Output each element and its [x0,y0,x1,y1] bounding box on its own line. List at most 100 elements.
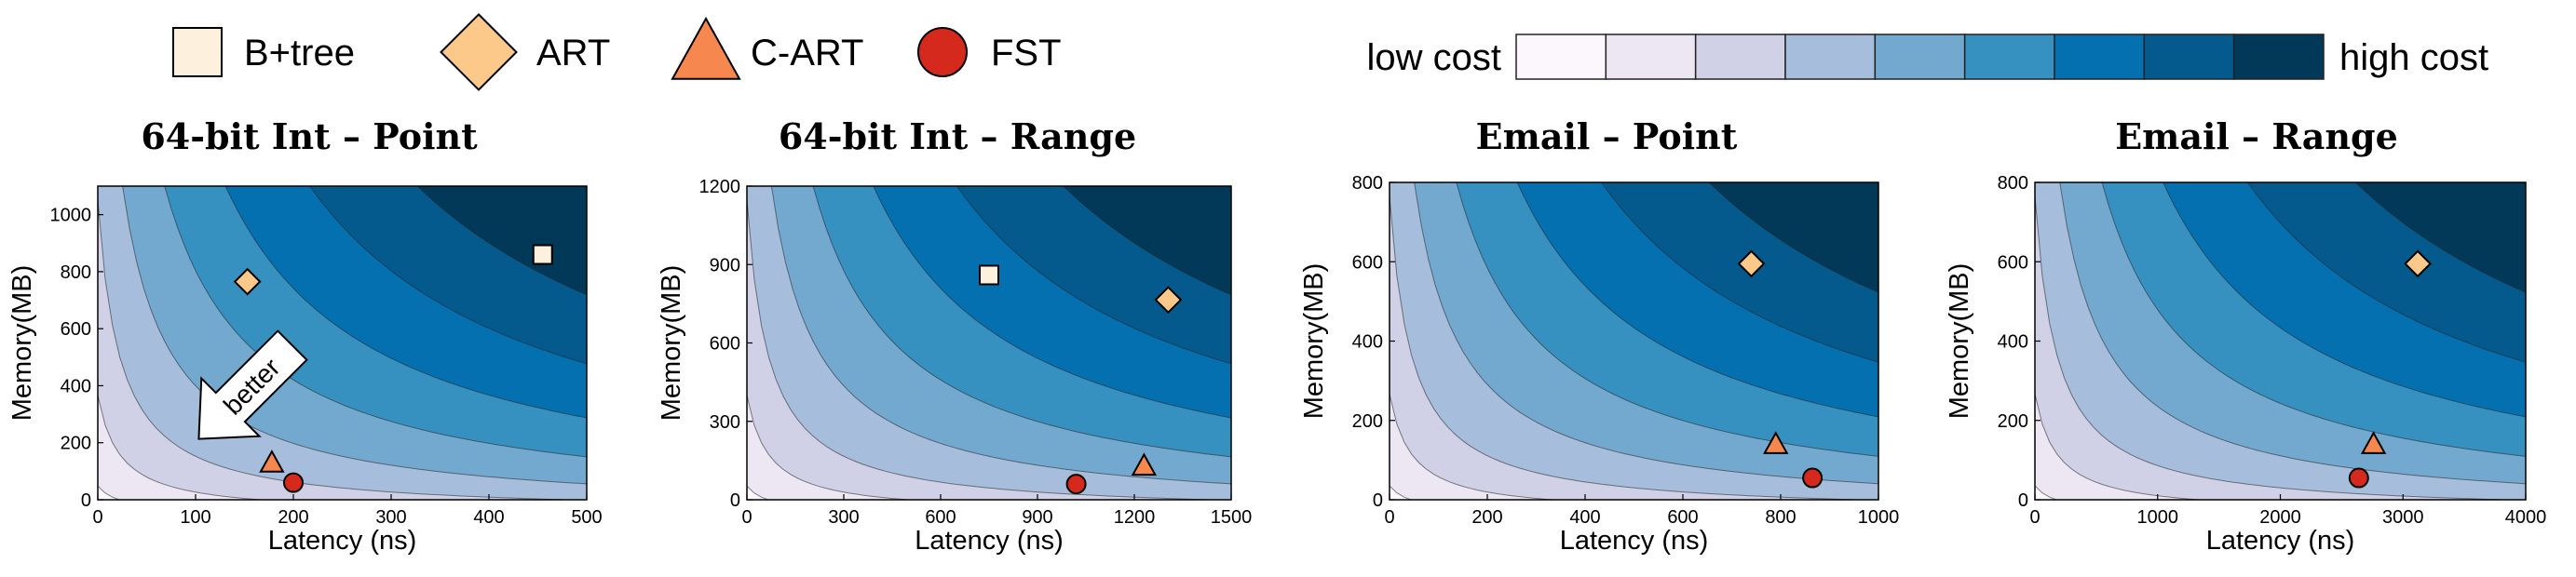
panel-title: Email – Range [2115,115,2398,157]
cost-contour [2035,182,2526,500]
cost-contour-band [1708,182,1878,293]
point-b-tree [532,244,553,265]
panel-email-range: 0 1000 2000 3000 4000 0 200 400 600 800 Latency (n… [1945,115,2547,556]
x-axis-label: Latency (ns) [268,526,417,556]
y-tick-label: 600 [61,319,91,340]
legend-item-art: ART [440,13,610,91]
y-axis-label: Memory(MB) [1299,263,1329,420]
y-axis-label: Memory(MB) [657,265,686,422]
y-tick-label: 400 [1998,332,2028,353]
x-tick-label: 300 [375,507,406,528]
point-fst [1802,467,1824,489]
point-fst [2348,467,2369,489]
colorbar-swatch [2054,34,2146,80]
colorbar-low-label: low cost [1367,37,1502,78]
x-tick-label: 500 [571,507,602,528]
colorbar-swatch [1605,34,1697,80]
c-art-legend-marker [671,16,741,80]
colorbar-swatch [2232,34,2325,80]
y-tick-label: 300 [710,412,740,433]
panel-64-bit-int-range: 0 300 600 900 1200 1500 0 300 600 900 1200 Latency … [657,115,1252,556]
point-c-art [1763,431,1789,454]
colorbar-high-label: high cost [2339,37,2488,78]
fst-legend-marker [917,27,968,77]
colorbar-swatch [1515,34,1607,80]
point-art [2404,249,2432,278]
y-tick-label: 400 [61,376,91,396]
cost-contour-band [416,186,587,296]
colorbar-swatch [1694,34,1786,80]
point-b-tree [979,264,999,286]
y-tick-label: 200 [61,434,91,454]
y-tick-label: 0 [730,490,740,511]
y-tick-label: 400 [1352,332,1383,353]
x-tick-label: 0 [1384,507,1394,528]
y-tick-label: 200 [1352,411,1383,432]
point-c-art [2360,431,2387,454]
x-tick-label: 200 [278,507,308,528]
cost-contour-band [2354,182,2526,293]
legend-label-b-tree: B+tree [244,33,355,74]
legend-item-c-art: C-ART [671,16,863,80]
y-tick-label: 800 [1352,173,1383,194]
x-tick-label: 1200 [1114,507,1156,528]
x-tick-label: 1000 [1858,507,1900,528]
legend-label-c-art: C-ART [751,33,863,74]
cost-colorbar-legend: low cost high cost [1367,34,2488,80]
y-tick-label: 600 [710,334,740,355]
point-art [1737,249,1766,278]
colorbar-swatch [1874,34,1966,80]
y-tick-label: 600 [1998,252,2028,273]
y-tick-label: 800 [1998,173,2028,194]
chart-panels: 0 100 200 300 400 500 0 200 400 600 800 1000 Latency… [7,115,2547,556]
panel-title: Email – Point [1476,115,1738,157]
x-tick-label: 0 [92,507,102,528]
y-tick-label: 600 [1352,252,1383,273]
y-tick-label: 0 [81,490,91,511]
x-tick-label: 0 [2029,507,2040,528]
legend-item-b-tree: B+tree [172,27,355,77]
point-c-art [1131,452,1158,476]
x-tick-label: 800 [1765,507,1796,528]
x-tick-label: 900 [1022,507,1052,528]
x-tick-label: 300 [828,507,859,528]
y-tick-label: 200 [1998,411,2028,432]
point-fst [1065,474,1087,495]
legend-item-fst: FST [917,27,1062,77]
y-tick-label: 0 [2018,490,2028,511]
point-art [233,267,262,296]
art-legend-marker [440,13,518,91]
y-tick-label: 1000 [50,206,92,226]
panel-title: 64-bit Int – Point [141,115,478,157]
x-tick-label: 100 [180,507,210,528]
x-tick-label: 200 [1471,507,1502,528]
marker-legend: B+tree ART C-ART FST [172,13,1062,91]
plot-frame [97,185,588,501]
cost-contour-band [1063,186,1231,296]
x-tick-label: 1000 [2137,507,2179,528]
x-tick-label: 3000 [2382,507,2424,528]
x-axis-label: Latency (ns) [2206,526,2355,556]
legend-label-art: ART [536,33,610,74]
y-tick-label: 800 [61,262,91,283]
panel-64-bit-int-point: 0 100 200 300 400 500 0 200 400 600 800 1000 Latency… [7,115,603,556]
cost-contour [747,186,1231,500]
x-tick-label: 400 [1569,507,1600,528]
y-tick-label: 1200 [699,177,741,197]
x-axis-label: Latency (ns) [1560,526,1709,556]
panel-email-point: 0 200 400 600 800 1000 0 200 400 600 800 Latency (n… [1299,115,1900,556]
y-axis-label: Memory(MB) [1945,263,1974,420]
y-tick-label: 0 [1373,490,1383,511]
colorbar-swatch [1963,34,2055,80]
x-tick-label: 600 [1667,507,1698,528]
x-tick-label: 4000 [2505,507,2547,528]
point-art [1154,286,1183,315]
x-tick-label: 600 [925,507,956,528]
legend-label-fst: FST [991,33,1062,74]
b-tree-legend-marker [172,27,223,77]
y-axis-label: Memory(MB) [7,265,37,422]
point-fst [283,472,304,493]
x-axis-label: Latency (ns) [915,526,1064,556]
colorbar-swatch [1784,34,1877,80]
